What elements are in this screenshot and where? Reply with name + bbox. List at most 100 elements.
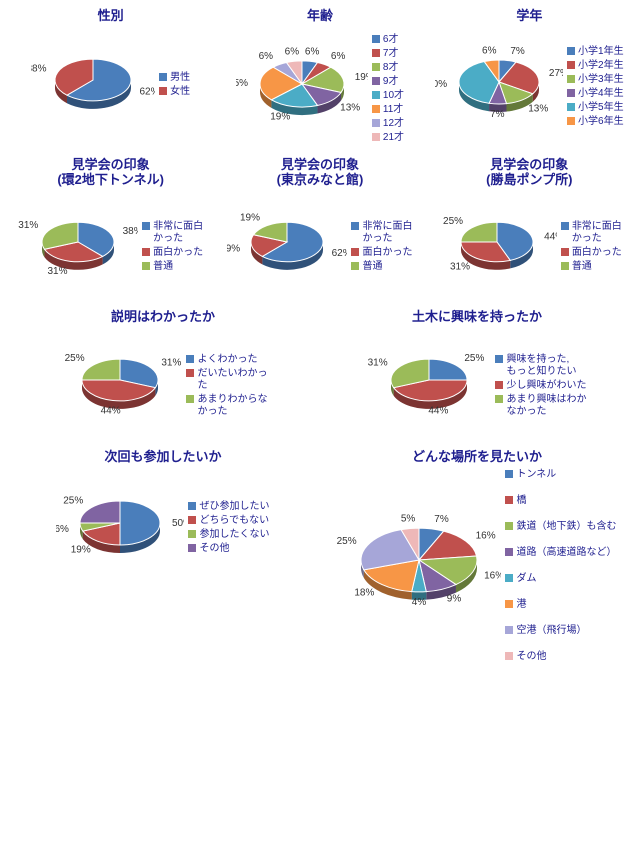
legend-label: 鉄道（地下鉄）も含む bbox=[516, 521, 616, 533]
legend-item: あまり興味はわか なかった bbox=[495, 394, 586, 418]
legend: 非常に面白 かった面白かった普通 bbox=[142, 221, 203, 273]
legend-swatch bbox=[142, 262, 150, 270]
svg-text:31%: 31% bbox=[162, 358, 182, 369]
legend-swatch bbox=[372, 133, 380, 141]
legend-item: 参加したくない bbox=[188, 529, 269, 541]
legend-swatch bbox=[567, 89, 575, 97]
legend-swatch bbox=[505, 600, 513, 608]
legend-label: 空港（飛行場） bbox=[516, 625, 586, 637]
legend-swatch bbox=[351, 222, 359, 230]
legend: 6才7才8才9才10才11才12才21才 bbox=[372, 34, 404, 144]
legend-item: 6才 bbox=[372, 34, 404, 46]
svg-text:19%: 19% bbox=[355, 71, 368, 82]
legend-swatch bbox=[505, 652, 513, 660]
svg-text:40%: 40% bbox=[435, 79, 447, 90]
svg-text:13%: 13% bbox=[340, 102, 360, 113]
chart-title: 見学会の印象 (勝島ポンプ所) bbox=[486, 157, 572, 188]
chart-title: 性別 bbox=[98, 8, 124, 24]
pie: 25%44%31% bbox=[367, 328, 491, 443]
legend-swatch bbox=[505, 522, 513, 530]
chart-body: 62% 19% 19% 非常に面白 かった面白かった普通 bbox=[227, 192, 412, 303]
chart-body: 31%44%25%よくわかっただいたいわかっ たあまりわからな かった bbox=[58, 328, 267, 443]
svg-text:4%: 4% bbox=[412, 597, 427, 608]
chart-title: 土木に興味を持ったか bbox=[412, 309, 542, 325]
chart-age: 年齢6%6%19%13%19%25%6%6%6才7才8才9才10才11才12才2… bbox=[217, 8, 422, 151]
pie: 62%38% bbox=[31, 28, 155, 143]
chart-impression3: 見学会の印象 (勝島ポンプ所)44%31%25%非常に面白 かった面白かった普通 bbox=[427, 157, 632, 303]
legend-swatch bbox=[567, 117, 575, 125]
legend-swatch bbox=[495, 381, 503, 389]
legend-item: ダム bbox=[505, 573, 616, 585]
svg-text:6%: 6% bbox=[285, 46, 300, 57]
legend-label: 小学1年生 bbox=[578, 46, 624, 58]
legend-item: 興味を持った, もっと知りたい bbox=[495, 354, 586, 378]
legend-label: 港 bbox=[516, 599, 526, 611]
legend-item: 鉄道（地下鉄）も含む bbox=[505, 521, 616, 533]
legend-item: 空港（飛行場） bbox=[505, 625, 616, 637]
legend-label: 21才 bbox=[383, 132, 404, 144]
svg-text:13%: 13% bbox=[528, 103, 548, 114]
pie: 31%44%25% bbox=[58, 328, 182, 443]
legend-swatch bbox=[142, 222, 150, 230]
legend-label: 小学5年生 bbox=[578, 102, 624, 114]
svg-text:19%: 19% bbox=[71, 544, 91, 555]
legend-label: 普通 bbox=[362, 261, 382, 273]
legend-swatch bbox=[567, 61, 575, 69]
chart-grade: 学年7%27%13%7%40%6%小学1年生小学2年生小学3年生小学4年生小学5… bbox=[427, 8, 632, 151]
legend: ぜひ参加したいどちらでもない参加したくないその他 bbox=[188, 501, 269, 555]
legend-item: 小学3年生 bbox=[567, 74, 624, 86]
svg-text:25%: 25% bbox=[337, 536, 357, 547]
legend-item: 8才 bbox=[372, 62, 404, 74]
legend-label: 面白かった bbox=[572, 247, 622, 259]
svg-text:6%: 6% bbox=[482, 45, 497, 56]
legend-item: 普通 bbox=[561, 261, 622, 273]
legend-label: 普通 bbox=[153, 261, 173, 273]
legend-swatch bbox=[188, 530, 196, 538]
svg-text:19%: 19% bbox=[227, 243, 240, 254]
svg-text:19%: 19% bbox=[270, 111, 290, 122]
legend-label: どちらでもない bbox=[199, 515, 269, 527]
legend-label: 女性 bbox=[170, 86, 190, 98]
legend-item: 橋 bbox=[505, 495, 616, 507]
chart-body: 7%16%16%9%4%18%25%5% トンネル橋鉄道（地下鉄）も含む道路（高速… bbox=[337, 469, 616, 663]
legend-item: トンネル bbox=[505, 469, 616, 481]
legend-item: その他 bbox=[188, 543, 269, 555]
legend-swatch bbox=[142, 248, 150, 256]
legend-label: 参加したくない bbox=[199, 529, 269, 541]
pie: 62% 19% 19% bbox=[227, 192, 347, 303]
legend-swatch bbox=[561, 248, 569, 256]
legend-item: 普通 bbox=[142, 261, 203, 273]
legend-label: 8才 bbox=[383, 62, 399, 74]
legend-item: ぜひ参加したい bbox=[188, 501, 269, 513]
chart-title: 見学会の印象 (環2地下トンネル) bbox=[57, 157, 164, 188]
svg-text:6%: 6% bbox=[259, 51, 274, 62]
legend-item: 道路（高速道路など） bbox=[505, 547, 616, 559]
legend-swatch bbox=[505, 626, 513, 634]
svg-text:19%: 19% bbox=[240, 212, 260, 223]
legend-swatch bbox=[372, 77, 380, 85]
legend-swatch bbox=[351, 262, 359, 270]
legend-label: 6才 bbox=[383, 34, 399, 46]
legend-label: 12才 bbox=[383, 118, 404, 130]
legend-swatch bbox=[567, 75, 575, 83]
charts-grid: 性別62%38%男性女性年齢6%6%19%13%19%25%6%6%6才7才8才… bbox=[8, 8, 632, 663]
legend-item: 面白かった bbox=[142, 247, 203, 259]
legend-swatch bbox=[495, 395, 503, 403]
legend-item: 非常に面白 かった bbox=[351, 221, 412, 245]
legend-label: だいたいわかっ た bbox=[197, 368, 267, 392]
legend-label: 少し興味がわいた bbox=[506, 380, 586, 392]
svg-text:62%: 62% bbox=[332, 248, 347, 259]
legend-label: 面白かった bbox=[153, 247, 203, 259]
chart-title: 説明はわかったか bbox=[111, 309, 215, 325]
svg-text:7%: 7% bbox=[490, 109, 505, 120]
chart-next: 次回も参加したいか50%19%6%25%ぜひ参加したいどちらでもない参加したくな… bbox=[8, 449, 318, 663]
svg-text:31%: 31% bbox=[450, 261, 470, 272]
legend-item: 少し興味がわいた bbox=[495, 380, 586, 392]
pie: 7%16%16%9%4%18%25%5% bbox=[337, 488, 501, 643]
legend-label: 9才 bbox=[383, 76, 399, 88]
legend-item: 面白かった bbox=[351, 247, 412, 259]
legend-item: よくわかった bbox=[186, 354, 267, 366]
chart-body: 38%31%31%非常に面白 かった面白かった普通 bbox=[18, 192, 203, 303]
svg-text:6%: 6% bbox=[305, 46, 320, 57]
legend-swatch bbox=[372, 63, 380, 71]
